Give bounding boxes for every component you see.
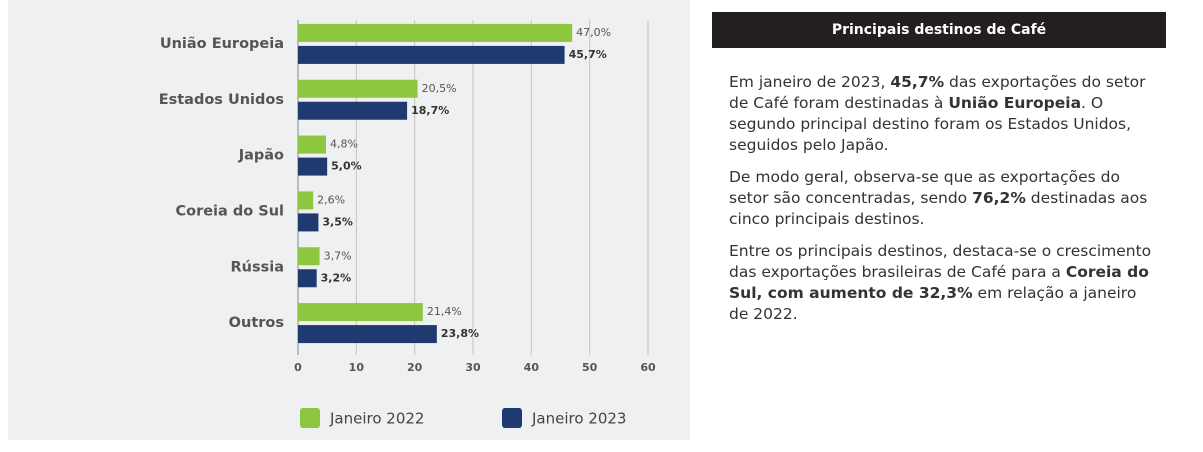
y-tick-label: Coreia do Sul <box>175 203 284 219</box>
data-label: 21,4% <box>427 305 462 318</box>
bar <box>298 23 573 42</box>
data-label: 3,5% <box>322 215 353 228</box>
panel-body: Em janeiro de 2023, 45,7% das exportaçõe… <box>729 72 1154 336</box>
bar <box>298 135 326 154</box>
text: em relação a janeiro de 2022. <box>729 284 1137 323</box>
x-tick-label: 10 <box>349 361 365 374</box>
legend-label: Janeiro 2023 <box>531 410 626 428</box>
text: Entre os principais destinos, destaca-se… <box>729 242 1152 281</box>
data-label: 23,8% <box>441 327 479 340</box>
paragraph: Em janeiro de 2023, 45,7% das exportaçõe… <box>729 72 1154 156</box>
legend-label: Janeiro 2022 <box>329 410 424 428</box>
data-label: 3,2% <box>321 271 352 284</box>
bar <box>298 325 437 344</box>
x-tick-label: 0 <box>294 361 302 374</box>
bold-text: 76,2% <box>972 189 1026 207</box>
bold-text: 45,7% <box>890 73 945 91</box>
bar <box>298 247 320 266</box>
x-tick-label: 50 <box>582 361 598 374</box>
y-tick-label: Rússia <box>230 259 284 275</box>
x-tick-label: 30 <box>465 361 481 374</box>
y-tick-label: Japão <box>238 148 284 164</box>
x-tick-label: 60 <box>640 361 656 374</box>
text: . O segundo principal destino foram os E… <box>729 94 1132 154</box>
x-tick-label: 20 <box>407 361 423 374</box>
legend-swatch <box>502 408 522 428</box>
bar <box>298 101 408 120</box>
bar <box>298 79 418 98</box>
data-label: 3,7% <box>324 249 352 262</box>
bold-text: União Europeia <box>948 94 1082 112</box>
text: das exportações do setor de Café foram d… <box>729 73 1146 112</box>
y-tick-label: União Europeia <box>160 36 284 52</box>
text: De modo geral, observa-se que as exporta… <box>729 168 1120 207</box>
bar <box>298 157 328 176</box>
y-tick-label: Outros <box>229 315 284 331</box>
bar <box>298 45 565 64</box>
paragraph: Entre os principais destinos, destaca-se… <box>729 241 1154 325</box>
chart: 0 10 20 30 40 50 60 União Europeia 47,0% 45,7% Est… <box>8 0 690 440</box>
data-label: 2,6% <box>317 193 345 206</box>
text: destinadas aos cinco principais destinos… <box>729 189 1148 228</box>
data-label: 20,5% <box>422 82 457 95</box>
y-tick-label: Estados Unidos <box>159 92 284 108</box>
bar <box>298 269 317 288</box>
bar <box>298 191 314 210</box>
data-label: 18,7% <box>411 104 449 117</box>
x-tick-label: 40 <box>524 361 540 374</box>
panel-title: Principais destinos de Café <box>712 12 1166 48</box>
data-label: 47,0% <box>576 26 611 39</box>
data-label: 45,7% <box>569 48 607 61</box>
data-label: 4,8% <box>330 138 358 151</box>
bar <box>298 303 423 322</box>
text: Em janeiro de 2023, <box>729 73 891 91</box>
paragraph: De modo geral, observa-se que as exporta… <box>729 167 1154 230</box>
bar <box>298 213 319 232</box>
data-label: 5,0% <box>331 160 362 173</box>
chart-background <box>8 0 690 440</box>
legend-swatch <box>300 408 320 428</box>
bold-text: Coreia do Sul, com aumento de 32,3% <box>729 263 1149 302</box>
